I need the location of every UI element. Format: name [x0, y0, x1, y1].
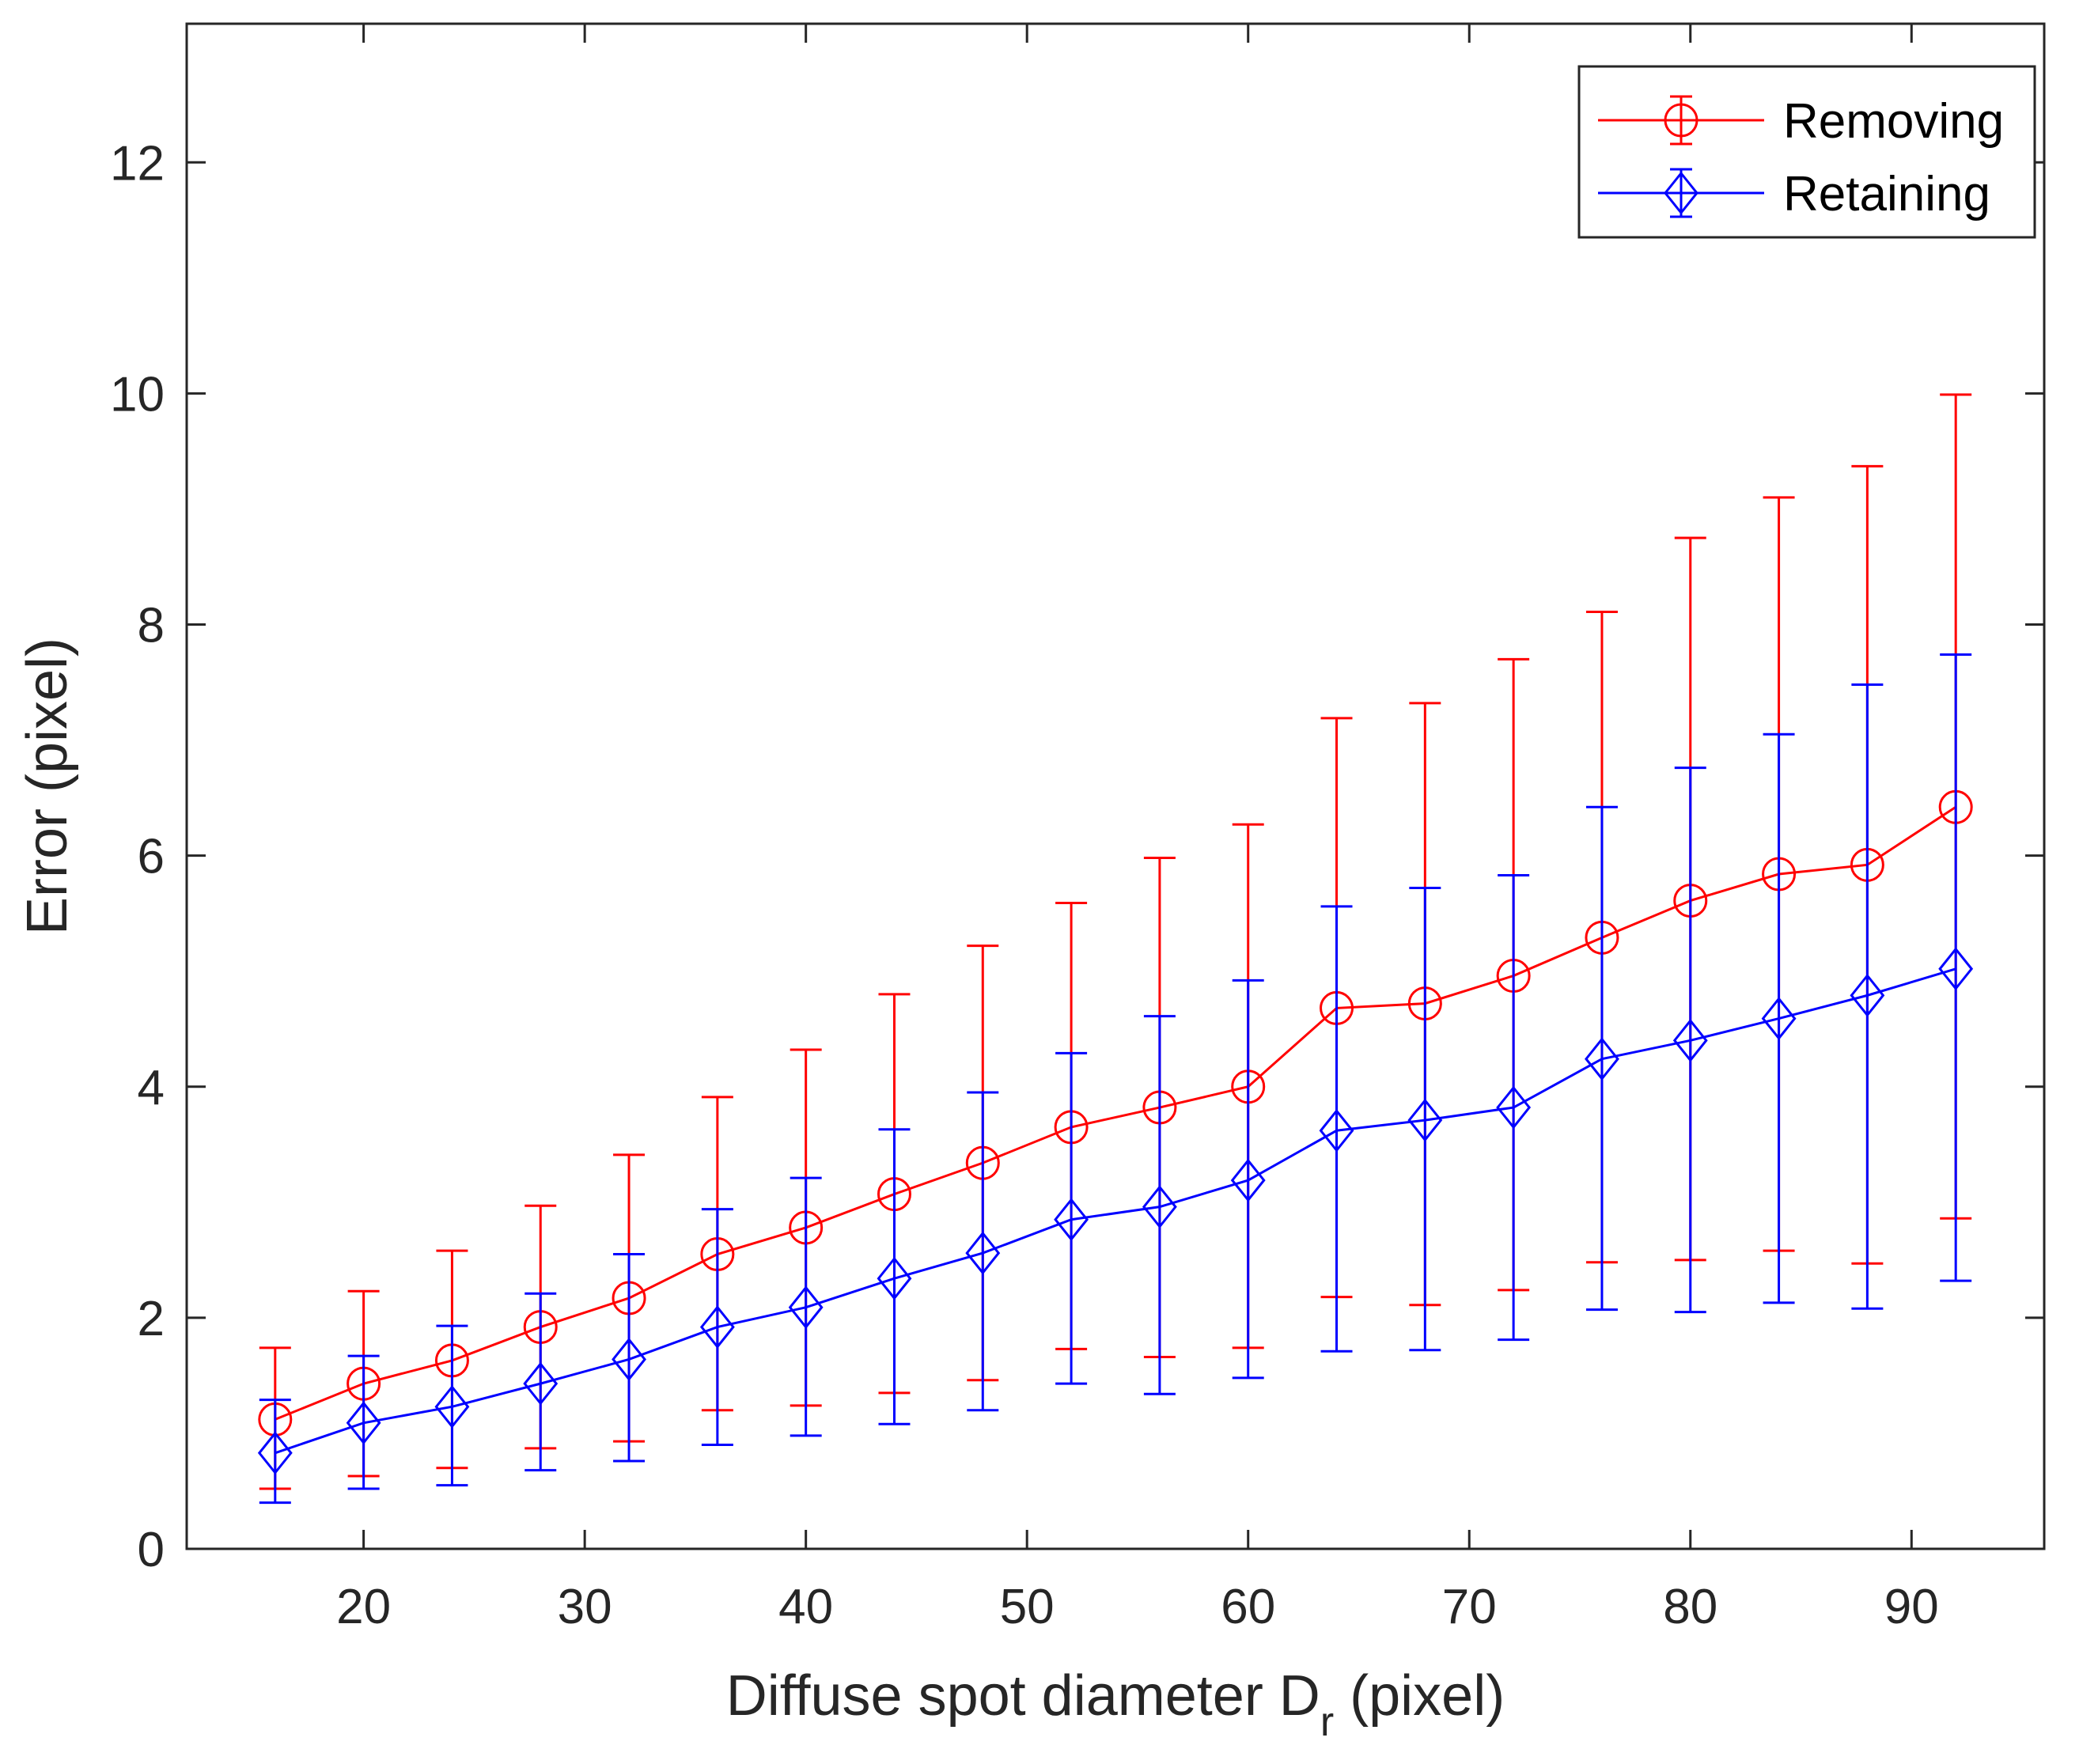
data-point — [434, 1384, 470, 1429]
y-tick-label: 0 — [138, 1523, 165, 1577]
y-tick-label: 4 — [138, 1061, 165, 1115]
series-layer — [257, 393, 1974, 1505]
legend-box — [1577, 65, 2036, 239]
x-tick-label: 60 — [1221, 1580, 1275, 1634]
legend-label: Retaining — [1783, 167, 1990, 221]
y-tick-label: 6 — [138, 830, 165, 884]
x-axis-title-subscript: r — [1320, 1699, 1334, 1745]
x-tick-label: 20 — [336, 1580, 391, 1634]
data-point — [1761, 997, 1797, 1040]
legend-marker — [1664, 171, 1698, 215]
legend: Removing Retaining — [1577, 65, 2036, 239]
data-point — [877, 1256, 912, 1300]
x-tick-label: 30 — [558, 1580, 612, 1634]
error-bar — [613, 1253, 646, 1463]
x-tick-label: 90 — [1884, 1580, 1939, 1634]
x-axis-title-main: Diffuse spot diameter D — [726, 1664, 1320, 1728]
tick-layer: 20 30 40 50 60 70 80 90 0 2 4 6 8 10 12 — [110, 24, 2044, 1634]
data-point — [1850, 973, 1885, 1017]
x-tick-label: 50 — [1000, 1580, 1055, 1634]
data-point — [788, 1285, 824, 1330]
error-bar — [1143, 1015, 1176, 1395]
legend-item-retaining: Retaining — [1598, 167, 1990, 221]
data-point — [346, 1401, 381, 1445]
plot-area-box — [185, 22, 2046, 1550]
y-tick-label: 8 — [138, 599, 165, 653]
data-point — [1054, 1198, 1089, 1242]
data-point — [965, 1231, 1001, 1275]
data-point — [1319, 1108, 1354, 1153]
data-point — [1496, 1085, 1532, 1130]
data-point — [257, 1431, 293, 1475]
legend-label: Removing — [1783, 94, 2004, 149]
y-tick-label: 12 — [110, 136, 165, 191]
x-tick-label: 70 — [1442, 1580, 1497, 1634]
error-bar — [524, 1292, 557, 1472]
error-bar — [967, 1091, 999, 1412]
data-point — [699, 1305, 735, 1349]
y-axis-title: Error (pixel) — [16, 638, 79, 935]
data-point — [523, 1361, 559, 1406]
error-bar — [259, 1399, 291, 1505]
x-tick-label: 80 — [1663, 1580, 1717, 1634]
x-axis-title-suffix: (pixel) — [1334, 1664, 1505, 1728]
x-tick-label: 40 — [778, 1580, 833, 1634]
error-bar — [1320, 905, 1353, 1353]
error-bar — [1940, 653, 1972, 1282]
legend-marker — [1664, 103, 1698, 138]
y-tick-label: 2 — [138, 1292, 165, 1346]
data-point — [1407, 1098, 1443, 1142]
x-axis-title: Diffuse spot diameter Dr (pixel) — [726, 1664, 1505, 1745]
data-point — [1938, 947, 1974, 991]
data-point — [1672, 1018, 1708, 1062]
data-point — [1585, 1037, 1619, 1081]
series-retaining — [257, 653, 1974, 1505]
legend-item-removing: Removing — [1598, 94, 2004, 149]
error-bar — [878, 1128, 911, 1425]
y-tick-label: 10 — [110, 367, 165, 422]
data-point — [612, 1338, 646, 1381]
data-point — [1230, 1158, 1266, 1202]
data-point — [1142, 1185, 1177, 1229]
